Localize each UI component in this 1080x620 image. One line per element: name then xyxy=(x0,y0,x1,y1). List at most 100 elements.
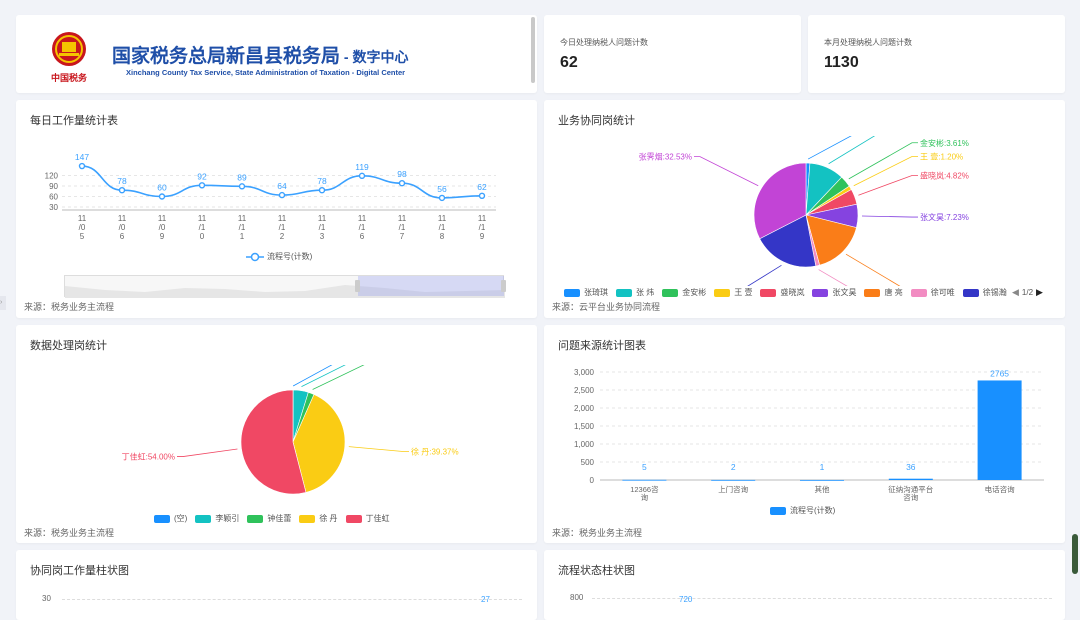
data-label: 78 xyxy=(317,176,327,186)
x-tick-label: /0 xyxy=(119,223,126,232)
x-tick-label: 9 xyxy=(480,232,485,241)
slider-selection[interactable] xyxy=(358,276,504,296)
daily-legend-label: 流程号(计数) xyxy=(267,251,312,262)
pager-next-icon[interactable]: ▶ xyxy=(1036,287,1043,298)
legend-item[interactable]: 徐可唯 xyxy=(911,287,955,298)
legend-item[interactable]: 张琦琪 xyxy=(564,287,608,298)
legend-swatch xyxy=(247,515,263,523)
x-tick-label: 6 xyxy=(120,232,125,241)
legend-label: 盛晓岚 xyxy=(780,287,804,298)
legend-swatch xyxy=(760,289,776,297)
x-tick-label: 11 xyxy=(358,214,367,223)
legend-swatch xyxy=(662,289,678,297)
legend-swatch xyxy=(714,289,730,297)
slider-handle-left[interactable] xyxy=(355,280,360,292)
data-label: 119 xyxy=(355,162,369,172)
legend-item[interactable]: 张 炜 xyxy=(616,287,654,298)
x-tick-label: 11 xyxy=(398,214,407,223)
legend-item[interactable]: 徐锡瀚 xyxy=(963,287,1007,298)
x-tick-label: 8 xyxy=(440,232,445,241)
pie-leader-line xyxy=(694,157,758,186)
x-tick-label: 其他 xyxy=(815,484,830,494)
x-tick-label: 2 xyxy=(280,232,285,241)
x-tick-label: 11 xyxy=(158,214,167,223)
legend-label: 徐锡瀚 xyxy=(983,287,1007,298)
tax-emblem: 中国税务 xyxy=(32,25,106,85)
banner-scrollbar[interactable] xyxy=(531,17,535,83)
pie-label: 徐 丹:39.37% xyxy=(411,447,459,457)
legend-item[interactable]: 盛晓岚 xyxy=(760,287,804,298)
data-point xyxy=(120,188,125,193)
y-tick-label: 2,000 xyxy=(574,404,595,413)
data-point xyxy=(360,173,365,178)
bar-value-label: 1 xyxy=(820,462,825,472)
x-tick-label: 11 xyxy=(478,214,487,223)
kpi-today-value: 62 xyxy=(560,54,578,72)
kpi-month-label: 本月处理纳税人问题计数 xyxy=(824,37,912,48)
pie-leader-line xyxy=(819,270,918,286)
legend-item[interactable]: (空) xyxy=(154,513,187,524)
data-point xyxy=(440,195,445,200)
x-tick-label: 咨询 xyxy=(903,492,918,502)
legend-swatch xyxy=(195,515,211,523)
status-bar-ytick: 800 xyxy=(570,593,583,602)
status-bar-card: 流程状态柱状图 800 720 xyxy=(544,550,1065,620)
legend-item[interactable]: 徐 丹 xyxy=(299,513,337,524)
source-legend-label: 流程号(计数) xyxy=(790,505,835,516)
banner-title: 国家税务总局新昌县税务局 - 数字中心 xyxy=(112,41,408,68)
legend-item[interactable]: 王 壹 xyxy=(714,287,752,298)
x-tick-label: /1 xyxy=(319,223,326,232)
daily-legend[interactable]: 流程号(计数) xyxy=(246,251,312,262)
daily-zoom-slider[interactable] xyxy=(64,275,504,297)
pager-prev-icon[interactable]: ◀ xyxy=(1012,287,1019,298)
pie-leader-line xyxy=(293,365,409,386)
data-label: 98 xyxy=(397,169,407,179)
legend-label: 徐 丹 xyxy=(319,513,337,524)
x-tick-label: 0 xyxy=(200,232,205,241)
legend-label: 王 壹 xyxy=(734,287,752,298)
legend-swatch xyxy=(299,515,315,523)
data-point xyxy=(480,193,485,198)
legend-swatch xyxy=(864,289,880,297)
collab-bar-value: 27 xyxy=(481,595,490,604)
pie-label: 丁佳虹:54.00% xyxy=(122,452,175,462)
x-tick-label: 11 xyxy=(438,214,447,223)
legend-item[interactable]: 李颖引 xyxy=(195,513,239,524)
legend-item[interactable]: 张文昊 xyxy=(812,287,856,298)
kpi-month-value: 1130 xyxy=(824,54,859,72)
bar-value-label: 5 xyxy=(642,462,647,472)
status-bar-gridline xyxy=(592,598,1052,599)
source-legend[interactable]: 流程号(计数) xyxy=(770,505,835,516)
pie-leader-line xyxy=(854,156,918,185)
x-tick-label: 6 xyxy=(360,232,365,241)
collab-legend-pager[interactable]: ◀ 1/2 ▶ xyxy=(1012,287,1043,298)
legend-item[interactable]: 唐 亮 xyxy=(864,287,902,298)
daily-workload-title: 每日工作量统计表 xyxy=(30,112,118,128)
data-label: 62 xyxy=(477,182,487,192)
page-scrollbar[interactable] xyxy=(1072,534,1078,574)
bar xyxy=(978,380,1022,480)
legend-line-icon xyxy=(246,252,264,262)
pie-leader-line xyxy=(177,449,237,457)
legend-label: 丁佳虹 xyxy=(366,513,390,524)
banner-title-suffix: - 数字中心 xyxy=(340,49,408,65)
slider-handle-right[interactable] xyxy=(501,280,506,292)
x-tick-label: /1 xyxy=(359,223,366,232)
y-tick-label: 500 xyxy=(581,458,595,467)
x-tick-label: 1 xyxy=(240,232,245,241)
legend-item[interactable]: 钟佳蕾 xyxy=(247,513,291,524)
left-expand-icon[interactable]: › xyxy=(0,296,6,310)
source-legend-swatch xyxy=(770,507,786,515)
x-tick-label: 电话咨询 xyxy=(985,484,1015,494)
data-label: 64 xyxy=(277,181,287,191)
legend-item[interactable]: 金安彬 xyxy=(662,287,706,298)
x-tick-label: 3 xyxy=(320,232,325,241)
legend-item[interactable]: 丁佳虹 xyxy=(346,513,390,524)
y-tick-label: 3,000 xyxy=(574,368,595,377)
x-tick-label: 11 xyxy=(278,214,287,223)
x-tick-label: 上门咨询 xyxy=(718,484,748,494)
pie-leader-line xyxy=(858,176,918,196)
data-point xyxy=(160,194,165,199)
